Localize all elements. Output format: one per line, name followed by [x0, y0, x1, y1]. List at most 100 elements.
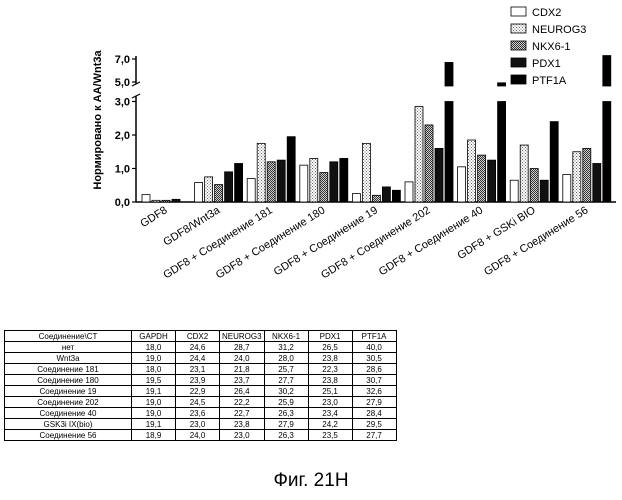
bar-pdx1 — [277, 160, 285, 202]
ct-cell: 23,1 — [176, 364, 220, 375]
bar-chart: 0,01,02,03,05,07,0Нормировано к АА/Wnt3a… — [0, 0, 622, 330]
bar-neurog3 — [468, 140, 476, 202]
ct-cell: 30,5 — [352, 353, 396, 364]
bar-nkx6-1 — [530, 169, 538, 203]
legend-swatch-cdx2 — [511, 7, 526, 16]
ct-header-cell: Соединение\CT — [5, 331, 132, 342]
ct-cell: 24,5 — [176, 397, 220, 408]
legend-swatch-pdx1 — [511, 58, 526, 67]
ct-header-cell: PDX1 — [308, 331, 352, 342]
ct-cell: 28,6 — [352, 364, 396, 375]
ct-cell: 29,5 — [352, 419, 396, 430]
bar-pdx1 — [593, 163, 601, 202]
bar-pdx1 — [225, 172, 233, 202]
ct-cell: Wnt3a — [5, 353, 132, 364]
ct-cell: 24,0 — [176, 430, 220, 441]
bar-cdx2 — [510, 180, 518, 202]
ct-cell: 19,5 — [132, 375, 176, 386]
bar-nkx6-1 — [478, 155, 486, 202]
ct-cell: 28,0 — [264, 353, 308, 364]
table-row: Соединение 5618,924,023,026,323,527,7 — [5, 430, 397, 441]
bar-ptf1a — [235, 163, 243, 202]
bar-nkx6-1 — [162, 200, 170, 202]
table-row: Соединение 1919,122,926,430,225,132,6 — [5, 386, 397, 397]
ct-cell: 27,7 — [352, 430, 396, 441]
ct-cell: 21,8 — [220, 364, 265, 375]
ct-cell: 27,7 — [264, 375, 308, 386]
bar-pdx1 — [435, 148, 443, 202]
bar-pdx1 — [330, 162, 338, 202]
table-row: Соединение 4019,023,622,726,323,428,4 — [5, 408, 397, 419]
y-tick-label: 1,0 — [115, 164, 130, 176]
bar-neurog3 — [152, 200, 160, 202]
ct-table-header: Соединение\CTGAPDHCDX2NEUROG3NKX6-1PDX1P… — [5, 331, 397, 342]
ct-cell: 26,3 — [264, 430, 308, 441]
ct-cell: 22,3 — [308, 364, 352, 375]
table-row: нет18,024,628,731,226,540,0 — [5, 342, 397, 353]
bar-ptf1a — [287, 137, 295, 202]
y-tick-label: 0,0 — [115, 197, 130, 209]
bar-neurog3 — [415, 107, 423, 202]
legend-swatch-neurog3 — [511, 24, 526, 33]
ct-cell: 19,1 — [132, 419, 176, 430]
ct-cell: Соединение 19 — [5, 386, 132, 397]
bar-nkx6-1 — [372, 195, 380, 202]
ct-cell: 24,6 — [176, 342, 220, 353]
ct-cell: 23,4 — [308, 408, 352, 419]
ct-cell: 23,0 — [220, 430, 265, 441]
ct-header-cell: NKX6-1 — [264, 331, 308, 342]
ct-cell: 26,4 — [220, 386, 265, 397]
bar-neurog3 — [362, 143, 370, 202]
ct-cell: 25,7 — [264, 364, 308, 375]
x-tick-label: GDF8 — [138, 204, 169, 230]
ct-cell: 23,0 — [176, 419, 220, 430]
ct-cell: 24,4 — [176, 353, 220, 364]
bar-nkx6-1 — [267, 162, 275, 202]
bar-pdx1 — [172, 199, 180, 202]
ct-cell: 19,0 — [132, 353, 176, 364]
ct-cell: 26,3 — [264, 408, 308, 419]
bar-cdx2 — [300, 165, 308, 202]
ct-cell: 23,8 — [308, 375, 352, 386]
bar-nkx6-1 — [425, 125, 433, 202]
ct-cell: 23,0 — [308, 397, 352, 408]
ct-cell: 27,9 — [264, 419, 308, 430]
ct-cell: Соединение 40 — [5, 408, 132, 419]
ct-cell: Соединение 56 — [5, 430, 132, 441]
ct-cell: 25,9 — [264, 397, 308, 408]
legend-label: NKX6-1 — [532, 41, 571, 53]
ct-cell: Соединение 181 — [5, 364, 132, 375]
ct-cell: 32,6 — [352, 386, 396, 397]
ct-cell: 30,7 — [352, 375, 396, 386]
table-row: Wnt3a19,024,424,028,023,830,5 — [5, 353, 397, 364]
legend-label: CDX2 — [532, 7, 561, 19]
ct-cell: 23,9 — [176, 375, 220, 386]
y-tick-label: 3,0 — [115, 97, 130, 109]
bar-pdx1 — [540, 180, 548, 202]
ct-cell: 28,7 — [220, 342, 265, 353]
bar-ptf1a-upper — [445, 62, 453, 86]
ct-cell: 24,0 — [220, 353, 265, 364]
ct-cell: 22,9 — [176, 386, 220, 397]
y-tick-label: 5,0 — [115, 77, 130, 89]
legend-swatch-ptf1a — [511, 75, 526, 84]
bar-cdx2 — [405, 182, 413, 202]
bar-nkx6-1 — [583, 148, 591, 202]
ct-cell: 22,7 — [220, 408, 265, 419]
bar-cdx2 — [195, 183, 203, 202]
ct-cell: 22,2 — [220, 397, 265, 408]
bar-cdx2 — [458, 167, 466, 202]
ct-cell: 23,5 — [308, 430, 352, 441]
ct-cell: 31,2 — [264, 342, 308, 353]
y-axis-label: Нормировано к АА/Wnt3a — [92, 50, 104, 190]
ct-cell: 23,8 — [220, 419, 265, 430]
ct-cell: 25,1 — [308, 386, 352, 397]
ct-cell: 40,0 — [352, 342, 396, 353]
figure-caption: Фиг. 21H — [0, 470, 622, 492]
table-row: Соединение 18019,523,923,727,723,830,7 — [5, 375, 397, 386]
ct-cell: 18,0 — [132, 342, 176, 353]
ct-cell: 19,0 — [132, 408, 176, 419]
bar-ptf1a — [550, 122, 558, 202]
bar-ptf1a-upper — [603, 56, 611, 86]
bar-cdx2 — [563, 175, 571, 202]
